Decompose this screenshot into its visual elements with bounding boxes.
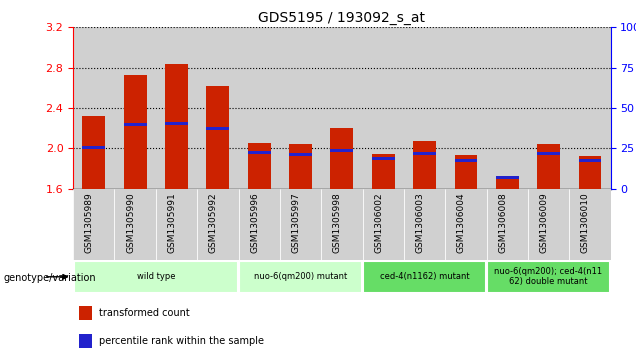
Text: GSM1305996: GSM1305996	[250, 192, 259, 253]
Text: transformed count: transformed count	[99, 308, 190, 318]
Bar	[280, 189, 321, 260]
Text: ced-4(n1162) mutant: ced-4(n1162) mutant	[380, 272, 469, 281]
Bar	[331, 128, 353, 189]
Text: GSM1306002: GSM1306002	[374, 192, 383, 253]
Bar	[78, 306, 92, 320]
Bar	[372, 154, 394, 189]
Bar	[73, 189, 114, 260]
Bar	[207, 127, 229, 130]
Text: GSM1305997: GSM1305997	[291, 192, 301, 253]
Text: GSM1305989: GSM1305989	[85, 192, 94, 253]
Bar	[207, 86, 229, 189]
Bar	[569, 27, 611, 189]
Bar	[372, 157, 394, 160]
Bar	[579, 159, 601, 162]
Bar	[248, 151, 270, 154]
Text: GSM1305998: GSM1305998	[333, 192, 342, 253]
Bar	[156, 27, 197, 189]
Bar	[413, 141, 436, 189]
FancyBboxPatch shape	[487, 261, 610, 293]
Text: nuo-6(qm200); ced-4(n11
62) double mutant: nuo-6(qm200); ced-4(n11 62) double mutan…	[494, 267, 603, 286]
Bar	[413, 152, 436, 155]
Bar	[114, 27, 156, 189]
Bar	[331, 149, 353, 152]
Bar	[78, 334, 92, 348]
Bar	[363, 189, 404, 260]
Bar	[404, 27, 445, 189]
Bar	[156, 189, 197, 260]
Bar	[487, 27, 528, 189]
Text: wild type: wild type	[137, 272, 175, 281]
Bar	[496, 176, 518, 189]
Text: nuo-6(qm200) mutant: nuo-6(qm200) mutant	[254, 272, 347, 281]
Text: GSM1306008: GSM1306008	[498, 192, 508, 253]
Bar	[238, 27, 280, 189]
Bar	[289, 144, 312, 189]
Text: GSM1305992: GSM1305992	[209, 192, 218, 253]
FancyBboxPatch shape	[74, 261, 238, 293]
Bar	[528, 189, 569, 260]
Text: GDS5195 / 193092_s_at: GDS5195 / 193092_s_at	[258, 11, 425, 25]
Bar	[528, 27, 569, 189]
Bar	[248, 143, 270, 189]
FancyBboxPatch shape	[239, 261, 362, 293]
Bar	[404, 189, 445, 260]
Text: GSM1306003: GSM1306003	[415, 192, 425, 253]
Bar	[496, 176, 518, 179]
Bar	[280, 27, 321, 189]
Bar	[238, 189, 280, 260]
Bar	[445, 189, 487, 260]
Text: genotype/variation: genotype/variation	[3, 273, 96, 283]
Bar	[537, 152, 560, 155]
Bar	[73, 27, 114, 189]
Text: percentile rank within the sample: percentile rank within the sample	[99, 336, 264, 346]
Bar	[124, 75, 146, 189]
Text: GSM1305990: GSM1305990	[126, 192, 135, 253]
Text: GSM1306009: GSM1306009	[539, 192, 548, 253]
Bar	[289, 153, 312, 156]
Bar	[321, 189, 363, 260]
Bar	[124, 123, 146, 126]
Bar	[579, 156, 601, 189]
Text: GSM1306010: GSM1306010	[581, 192, 590, 253]
Text: GSM1306004: GSM1306004	[457, 192, 466, 253]
Text: GSM1305991: GSM1305991	[167, 192, 177, 253]
Bar	[537, 144, 560, 189]
Bar	[165, 122, 188, 125]
Bar	[455, 155, 477, 189]
Bar	[114, 189, 156, 260]
Bar	[321, 27, 363, 189]
Bar	[455, 159, 477, 162]
Bar	[569, 189, 611, 260]
Bar	[83, 146, 105, 149]
Bar	[487, 189, 528, 260]
Bar	[165, 64, 188, 189]
Bar	[197, 27, 238, 189]
Bar	[83, 116, 105, 189]
Bar	[363, 27, 404, 189]
Bar	[445, 27, 487, 189]
FancyBboxPatch shape	[363, 261, 486, 293]
Bar	[197, 189, 238, 260]
